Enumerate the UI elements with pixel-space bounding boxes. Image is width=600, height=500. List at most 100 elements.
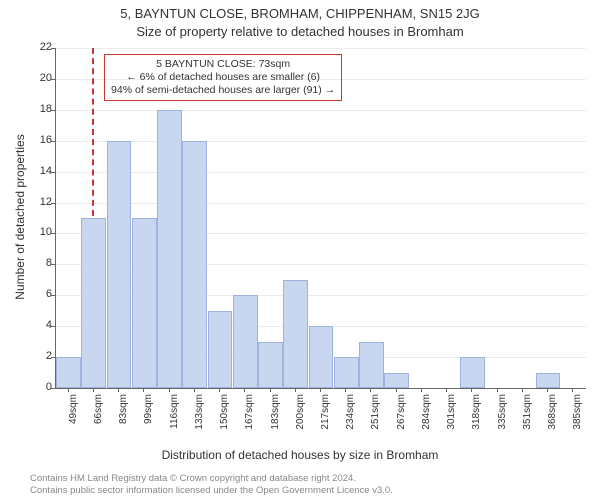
histogram-bar: [283, 280, 308, 388]
xtick-label: 234sqm: [345, 394, 356, 444]
xtick-mark: [295, 388, 296, 392]
xtick-label: 301sqm: [446, 394, 457, 444]
histogram-bar: [536, 373, 561, 388]
xtick-label: 335sqm: [497, 394, 508, 444]
ytick-mark: [51, 264, 55, 265]
xtick-label: 66sqm: [93, 394, 104, 444]
xtick-label: 99sqm: [143, 394, 154, 444]
ytick-mark: [51, 110, 55, 111]
ytick-label: 0: [22, 381, 52, 393]
annotation-line1: 5 BAYNTUN CLOSE: 73sqm: [111, 58, 335, 71]
footer-line2: Contains public sector information licen…: [30, 485, 393, 496]
xtick-mark: [169, 388, 170, 392]
annotation-box: 5 BAYNTUN CLOSE: 73sqm ← 6% of detached …: [104, 54, 342, 101]
x-axis-label: Distribution of detached houses by size …: [0, 448, 600, 462]
xtick-label: 318sqm: [471, 394, 482, 444]
histogram-bar: [107, 141, 132, 388]
xtick-label: 351sqm: [522, 394, 533, 444]
ytick-mark: [51, 326, 55, 327]
xtick-label: 200sqm: [295, 394, 306, 444]
xtick-mark: [143, 388, 144, 392]
xtick-label: 251sqm: [370, 394, 381, 444]
xtick-mark: [345, 388, 346, 392]
histogram-bar: [157, 110, 182, 388]
xtick-label: 49sqm: [68, 394, 79, 444]
xtick-mark: [118, 388, 119, 392]
xtick-mark: [320, 388, 321, 392]
xtick-mark: [194, 388, 195, 392]
xtick-label: 133sqm: [194, 394, 205, 444]
xtick-mark: [68, 388, 69, 392]
ytick-mark: [51, 295, 55, 296]
footer-attribution: Contains HM Land Registry data © Crown c…: [30, 473, 393, 496]
histogram-bar: [208, 311, 233, 388]
xtick-mark: [396, 388, 397, 392]
gridline: [56, 141, 586, 142]
xtick-label: 150sqm: [219, 394, 230, 444]
gridline: [56, 172, 586, 173]
plot-area: 5 BAYNTUN CLOSE: 73sqm ← 6% of detached …: [55, 48, 586, 389]
xtick-label: 183sqm: [270, 394, 281, 444]
annotation-line2: ← 6% of detached houses are smaller (6): [111, 71, 335, 84]
xtick-label: 167sqm: [244, 394, 255, 444]
xtick-mark: [370, 388, 371, 392]
title-line1: 5, BAYNTUN CLOSE, BROMHAM, CHIPPENHAM, S…: [0, 6, 600, 21]
xtick-label: 385sqm: [572, 394, 583, 444]
gridline: [56, 79, 586, 80]
xtick-label: 217sqm: [320, 394, 331, 444]
ytick-mark: [51, 172, 55, 173]
ytick-mark: [51, 388, 55, 389]
xtick-mark: [421, 388, 422, 392]
ytick-label: 16: [22, 134, 52, 146]
ytick-label: 18: [22, 103, 52, 115]
footer-line1: Contains HM Land Registry data © Crown c…: [30, 473, 393, 484]
ytick-label: 10: [22, 226, 52, 238]
ytick-label: 22: [22, 41, 52, 53]
xtick-mark: [572, 388, 573, 392]
ytick-mark: [51, 141, 55, 142]
histogram-bar: [359, 342, 384, 388]
histogram-bar: [384, 373, 409, 388]
xtick-label: 267sqm: [396, 394, 407, 444]
histogram-bar: [258, 342, 283, 388]
gridline: [56, 48, 586, 49]
xtick-mark: [471, 388, 472, 392]
ytick-label: 8: [22, 257, 52, 269]
ytick-label: 6: [22, 288, 52, 300]
histogram-bar: [56, 357, 81, 388]
histogram-bar: [309, 326, 334, 388]
ytick-label: 2: [22, 350, 52, 362]
xtick-label: 83sqm: [118, 394, 129, 444]
y-axis-label: Number of detached properties: [13, 117, 27, 317]
ytick-label: 4: [22, 319, 52, 331]
ytick-mark: [51, 233, 55, 234]
histogram-bar: [132, 218, 157, 388]
xtick-mark: [93, 388, 94, 392]
gridline: [56, 203, 586, 204]
ytick-label: 14: [22, 165, 52, 177]
gridline: [56, 110, 586, 111]
histogram-bar: [182, 141, 207, 388]
ytick-mark: [51, 48, 55, 49]
histogram-bar: [81, 218, 106, 388]
xtick-mark: [547, 388, 548, 392]
histogram-bar: [233, 295, 258, 388]
annotation-line3: 94% of semi-detached houses are larger (…: [111, 84, 335, 97]
xtick-mark: [446, 388, 447, 392]
ytick-label: 12: [22, 196, 52, 208]
histogram-bar: [460, 357, 485, 388]
xtick-label: 284sqm: [421, 394, 432, 444]
ytick-label: 20: [22, 72, 52, 84]
ytick-mark: [51, 79, 55, 80]
xtick-mark: [244, 388, 245, 392]
title-line2: Size of property relative to detached ho…: [0, 24, 600, 39]
xtick-mark: [497, 388, 498, 392]
xtick-label: 116sqm: [169, 394, 180, 444]
xtick-mark: [270, 388, 271, 392]
ytick-mark: [51, 203, 55, 204]
histogram-bar: [334, 357, 359, 388]
xtick-mark: [522, 388, 523, 392]
ytick-mark: [51, 357, 55, 358]
xtick-mark: [219, 388, 220, 392]
xtick-label: 368sqm: [547, 394, 558, 444]
